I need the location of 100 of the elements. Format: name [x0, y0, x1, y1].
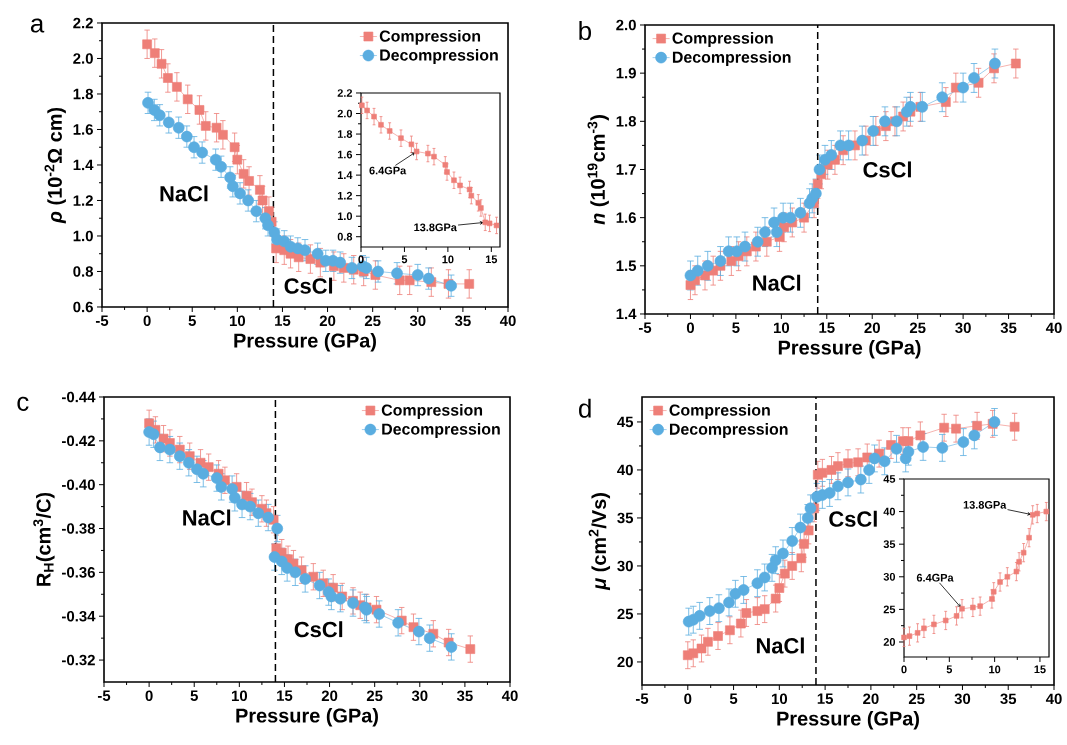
- x-tick-label: 20: [319, 315, 336, 327]
- x-tick-label: 35: [456, 690, 473, 702]
- legend-label: Decompression: [669, 423, 788, 438]
- x-tick-label: 20: [863, 693, 879, 705]
- y-tick-label: 1.0: [73, 230, 93, 242]
- x-axis-title: Pressure (GPa): [777, 710, 919, 730]
- legend-label: Decompression: [382, 423, 500, 438]
- x-tick-label: 10: [773, 322, 790, 334]
- x-tick-label: 5: [190, 690, 198, 701]
- x-tick-label: 40: [1045, 322, 1062, 334]
- x-tick-label: 35: [454, 315, 471, 327]
- chart-title: a: [30, 18, 45, 33]
- x-tick-label: -5: [97, 690, 111, 701]
- x-tick-label: 25: [366, 690, 383, 702]
- annotation: NaCl: [183, 509, 231, 526]
- annotation: 13.8GPa: [414, 223, 457, 232]
- x-tick-label: 15: [817, 693, 834, 704]
- annotation: CsCl: [284, 277, 333, 294]
- x-tick-label: 35: [1000, 322, 1017, 334]
- legend-label: Compression: [669, 404, 770, 419]
- y-tick-label: 1.6: [73, 124, 93, 135]
- y-tick-label: 1.8: [616, 116, 637, 127]
- annotation: NaCl: [756, 637, 804, 654]
- y-tick-label: 1.5: [616, 260, 637, 272]
- x-tick-label: 10: [771, 693, 788, 705]
- annotation: 13.8GPa: [963, 500, 1007, 509]
- x-tick-label: -5: [95, 315, 109, 326]
- y-tick-label: -0.36: [62, 567, 95, 578]
- y-tick-label: 25: [617, 608, 634, 620]
- y-tick-label: 2.0: [73, 53, 93, 64]
- x-tick-label: 5: [732, 322, 740, 333]
- x-tick-label: 25: [909, 322, 926, 334]
- annotation: CsCl: [829, 510, 877, 527]
- chart-title: d: [579, 398, 591, 418]
- y-tick-label: 0.6: [73, 301, 93, 313]
- y-tick-label: 1.0: [337, 212, 353, 221]
- annotation: NaCl: [160, 185, 208, 202]
- x-tick-label: 15: [485, 255, 498, 264]
- y-tick-label: 2.0: [337, 109, 353, 118]
- x-tick-label: 0: [901, 665, 907, 674]
- x-axis-title: Pressure (GPa): [236, 707, 378, 727]
- x-tick-label: 30: [955, 322, 971, 334]
- y-tick-label: 20: [883, 638, 896, 646]
- y-tick-label: 2.2: [337, 89, 353, 97]
- y-axis-title: n (10$^{19}$cm$^{-3}$): [587, 115, 609, 225]
- x-tick-label: 0: [358, 255, 364, 264]
- legend-label: Compression: [379, 30, 481, 45]
- chart-title: c: [17, 396, 29, 411]
- y-tick-label: 1.4: [616, 308, 637, 320]
- y-tick-label: 1.7: [616, 164, 636, 175]
- x-tick-label: 40: [501, 690, 518, 702]
- annotation: 6.4GPa: [916, 573, 954, 582]
- x-tick-label: 5: [401, 255, 408, 264]
- legend-label: Compression: [381, 404, 483, 419]
- y-tick-label: -0.34: [62, 610, 96, 622]
- y-tick-label: 1.4: [73, 159, 94, 171]
- x-tick-label: 20: [321, 690, 338, 702]
- x-tick-label: 15: [275, 315, 291, 326]
- y-tick-label: 1.9: [616, 67, 636, 79]
- y-tick-label: -0.32: [62, 654, 95, 666]
- y-tick-label: 1.6: [616, 212, 636, 223]
- x-tick-label: 15: [819, 322, 835, 333]
- y-tick-label: 0.8: [337, 232, 353, 241]
- x-tick-label: 15: [1034, 665, 1046, 674]
- annotation: 6.4GPa: [369, 166, 407, 175]
- y-tick-label: 40: [883, 507, 896, 516]
- y-tick-label: 30: [617, 560, 633, 572]
- y-tick-label: 2.2: [73, 17, 93, 29]
- y-tick-label: -0.38: [62, 523, 96, 534]
- annotation: CsCl: [294, 621, 343, 638]
- x-axis-title: Pressure (GPa): [778, 339, 921, 359]
- legend-label: Decompression: [380, 49, 498, 64]
- annotation: CsCl: [863, 161, 911, 178]
- x-tick-label: 5: [946, 665, 953, 674]
- y-tick-label: 1.4: [337, 171, 353, 179]
- y-axis-title: R$_{H}$(cm$^{3}$/C): [33, 492, 55, 586]
- y-tick-label: 1.2: [337, 191, 353, 200]
- x-axis-title: Pressure (GPa): [234, 332, 376, 352]
- x-tick-label: 25: [364, 315, 381, 327]
- x-tick-label: 10: [231, 690, 248, 702]
- x-tick-label: 40: [499, 315, 516, 327]
- x-tick-label: -5: [635, 693, 649, 704]
- x-tick-label: 10: [989, 665, 1001, 674]
- y-tick-label: 1.2: [73, 195, 93, 206]
- y-tick-label: 35: [883, 540, 896, 549]
- y-tick-label: 30: [883, 572, 896, 581]
- chart-title: b: [579, 21, 591, 41]
- x-tick-label: 15: [277, 690, 293, 701]
- x-tick-label: -5: [638, 322, 652, 333]
- legend-label: Decompression: [672, 51, 791, 66]
- x-tick-label: 40: [1045, 693, 1062, 705]
- y-tick-label: 1.8: [73, 88, 94, 100]
- y-tick-label: 40: [617, 464, 633, 476]
- legend-label: Compression: [672, 32, 773, 47]
- y-tick-label: 0.8: [73, 266, 94, 277]
- x-tick-label: 0: [686, 322, 694, 334]
- y-tick-label: 2.0: [616, 19, 636, 31]
- x-tick-label: 35: [1000, 693, 1017, 705]
- y-tick-label: -0.42: [62, 435, 95, 447]
- x-tick-label: 20: [864, 322, 880, 334]
